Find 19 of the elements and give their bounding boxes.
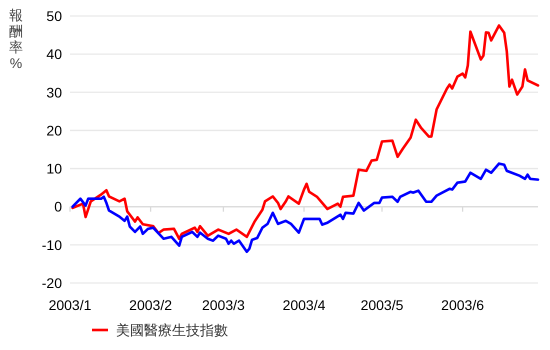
line-series xyxy=(71,24,540,240)
x-tick-label: 2003/3 xyxy=(202,297,246,313)
y-tick-label: -20 xyxy=(42,275,62,291)
x-tick-label: 2003/6 xyxy=(441,297,484,313)
y-tick-label: 20 xyxy=(46,122,62,138)
line-series xyxy=(71,162,540,254)
y-tick-label: 0 xyxy=(54,198,62,215)
y-axis-title: 報酬率% xyxy=(9,7,23,71)
legend-item: 美國醫療生技指數 xyxy=(92,322,228,338)
legend-label: 美國醫療生技指數 xyxy=(116,322,228,338)
x-tick-label: 2003/2 xyxy=(129,297,172,313)
y-tick-label: 50 xyxy=(46,8,62,24)
y-tick-label: 10 xyxy=(46,160,62,177)
y-tick-label: 30 xyxy=(46,84,62,100)
x-tick-label: 2003/1 xyxy=(48,297,92,313)
y-tick-label: 40 xyxy=(46,46,62,62)
x-tick-label: 2003/4 xyxy=(282,297,326,313)
x-tick-label: 2003/5 xyxy=(360,297,404,313)
y-tick-label: -10 xyxy=(42,236,62,253)
